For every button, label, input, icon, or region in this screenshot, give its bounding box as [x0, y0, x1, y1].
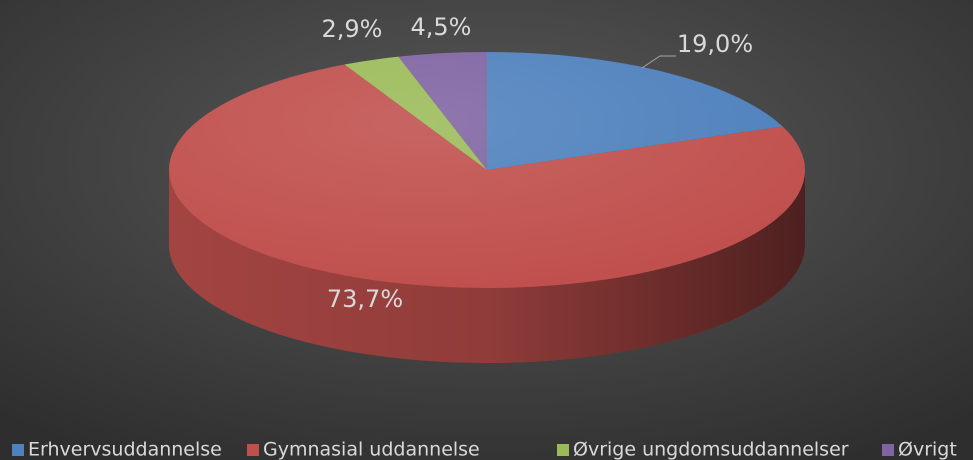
legend-swatch — [882, 444, 894, 456]
legend-label: Øvrigt — [898, 439, 957, 460]
pie — [168, 52, 805, 363]
leader-line — [641, 55, 676, 69]
labels: 19,0% 73,7% 2,9% 4,5% — [322, 13, 754, 313]
legend-label: Øvrige ungdomsuddannelser — [573, 439, 849, 460]
slice-side-shade — [169, 170, 805, 363]
data-label: 73,7% — [327, 285, 403, 313]
data-label: 4,5% — [411, 13, 472, 41]
legend-swatch — [247, 444, 259, 456]
sheen — [169, 52, 805, 288]
legend-label: Gymnasial uddannelse — [263, 439, 480, 460]
legend-swatch — [557, 444, 569, 456]
legend-swatch — [12, 444, 24, 456]
legend: Erhvervsuddannelse Gymnasial uddannelse Øv… — [12, 439, 957, 460]
legend-label: Erhvervsuddannelse — [28, 439, 222, 460]
data-label: 19,0% — [677, 30, 753, 58]
data-label: 2,9% — [322, 15, 383, 43]
